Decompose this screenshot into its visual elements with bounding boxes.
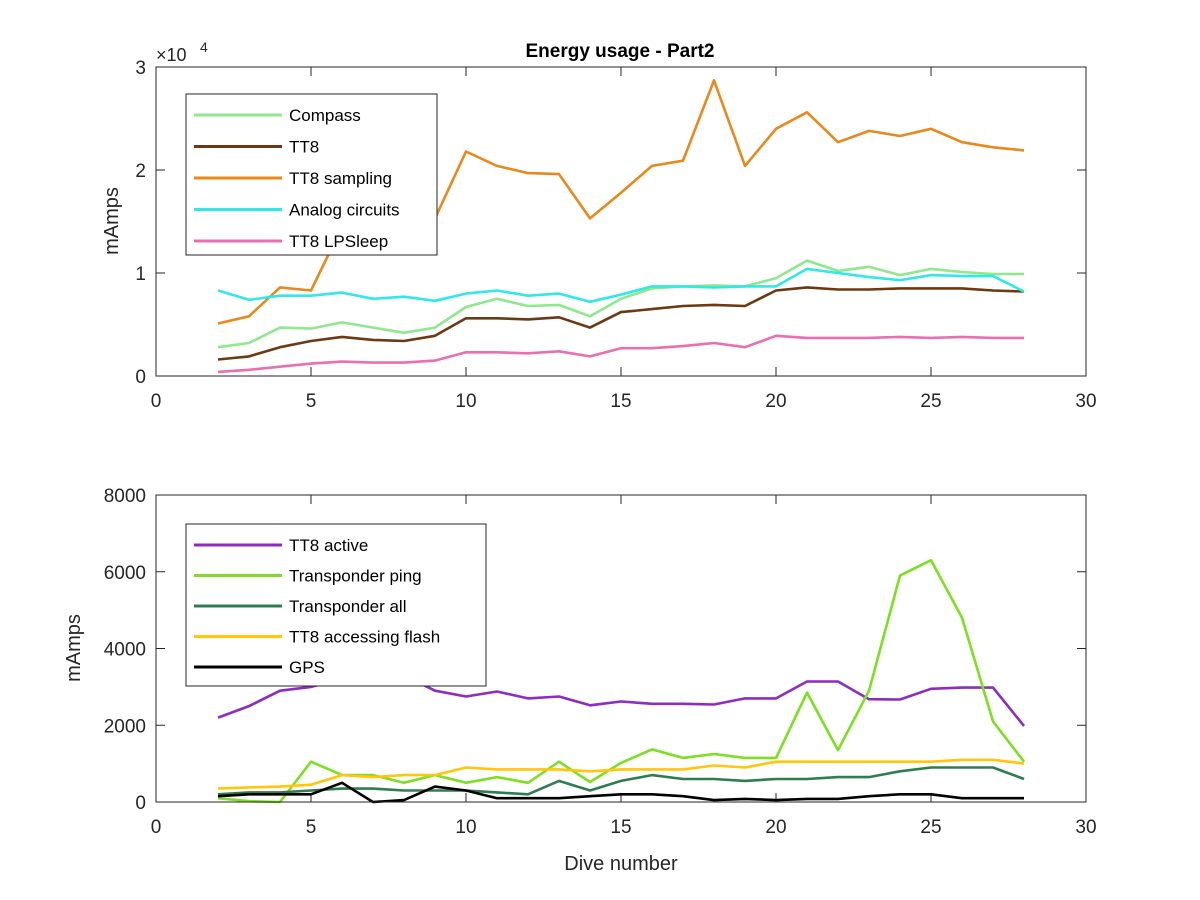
bottom-x-tick-label: 30 — [1075, 817, 1096, 838]
bottom-axes-box — [155, 494, 1087, 803]
exponent-power: 4 — [200, 39, 208, 55]
bottom-series-gps — [217, 781, 1025, 804]
top-y-axis-label: mAmps — [101, 187, 123, 255]
bottom-legend-item: Transponder ping — [194, 567, 422, 586]
bottom-legend-item: TT8 active — [194, 536, 368, 555]
bottom-series-tt8-accessing-flash — [217, 758, 1025, 790]
bottom-subplot: mAmps Dive number 0 5 10 15 20 25 30 0 2000 4000 6… — [63, 486, 1097, 875]
bottom-legend-item: Transponder all — [194, 597, 407, 616]
top-series-compass — [217, 259, 1025, 349]
top-subplot: Energy usage - Part2 ×10 4 mAmps 0 5 10 15 2… — [101, 39, 1097, 412]
legend-label: Analog circuits — [289, 201, 400, 220]
top-x-tick-label: 25 — [920, 391, 941, 412]
top-x-tick-label: 30 — [1075, 391, 1096, 412]
top-legend-box — [185, 93, 438, 256]
top-axis-ticks: 0 5 10 15 20 25 30 0 1 2 3 — [135, 58, 1096, 412]
legend-label: TT8 accessing flash — [289, 628, 440, 647]
top-axes-box — [155, 66, 1087, 377]
bottom-y-tick-label: 0 — [135, 793, 146, 814]
legend-label: GPS — [289, 658, 325, 677]
bottom-x-tick-label: 0 — [151, 817, 162, 838]
legend-label: Transponder ping — [289, 567, 422, 586]
top-legend-item: Compass — [194, 106, 361, 125]
top-x-tick-label: 0 — [151, 391, 162, 412]
bottom-axis-ticks: 0 5 10 15 20 25 30 0 2000 4000 6000 8000 — [104, 486, 1097, 838]
bottom-y-tick-label: 8000 — [104, 486, 146, 507]
top-y-tick-label: 0 — [135, 367, 146, 388]
bottom-x-tick-label: 10 — [455, 817, 476, 838]
top-y-tick-label: 2 — [135, 161, 146, 182]
top-series-analog-circuits — [217, 267, 1025, 304]
top-legend-item: Analog circuits — [194, 201, 400, 220]
figure-title: Energy usage - Part2 — [525, 41, 714, 62]
bottom-legend-item: GPS — [194, 658, 325, 677]
legend-label: TT8 LPSleep — [289, 232, 388, 251]
exponent-base: ×10 — [156, 45, 187, 65]
top-x-tick-label: 15 — [610, 391, 631, 412]
top-legend-item: TT8 sampling — [194, 169, 392, 188]
bottom-y-tick-label: 2000 — [104, 716, 146, 737]
bottom-y-axis-label: mAmps — [63, 614, 85, 682]
top-exponent-label: ×10 4 — [156, 39, 208, 65]
bottom-x-tick-label: 20 — [765, 817, 786, 838]
bottom-y-tick-label: 4000 — [104, 640, 146, 661]
top-legend-item: TT8 — [194, 138, 319, 157]
top-series-tt8 — [217, 286, 1025, 361]
bottom-x-tick-label: 15 — [610, 817, 631, 838]
top-y-tick-label: 3 — [135, 58, 146, 79]
legend-label: Transponder all — [289, 597, 407, 616]
top-legend: Compass TT8 TT8 sampling Analog circuits TT8… — [185, 93, 438, 256]
top-y-tick-label: 1 — [135, 264, 146, 285]
top-x-tick-label: 20 — [765, 391, 786, 412]
top-x-tick-label: 10 — [455, 391, 476, 412]
legend-label: TT8 sampling — [289, 169, 392, 188]
top-x-tick-label: 5 — [306, 391, 317, 412]
top-legend-item: TT8 LPSleep — [194, 232, 388, 251]
legend-label: TT8 active — [289, 536, 368, 555]
bottom-y-tick-label: 6000 — [104, 563, 146, 584]
legend-label: Compass — [289, 106, 361, 125]
bottom-x-tick-label: 25 — [920, 817, 941, 838]
bottom-legend: TT8 active Transponder ping Transponder al… — [185, 523, 487, 687]
x-axis-label: Dive number — [564, 853, 678, 875]
bottom-x-tick-label: 5 — [306, 817, 317, 838]
bottom-legend-item: TT8 accessing flash — [194, 628, 440, 647]
legend-label: TT8 — [289, 138, 319, 157]
top-series-tt8-lpsleep — [217, 334, 1025, 374]
